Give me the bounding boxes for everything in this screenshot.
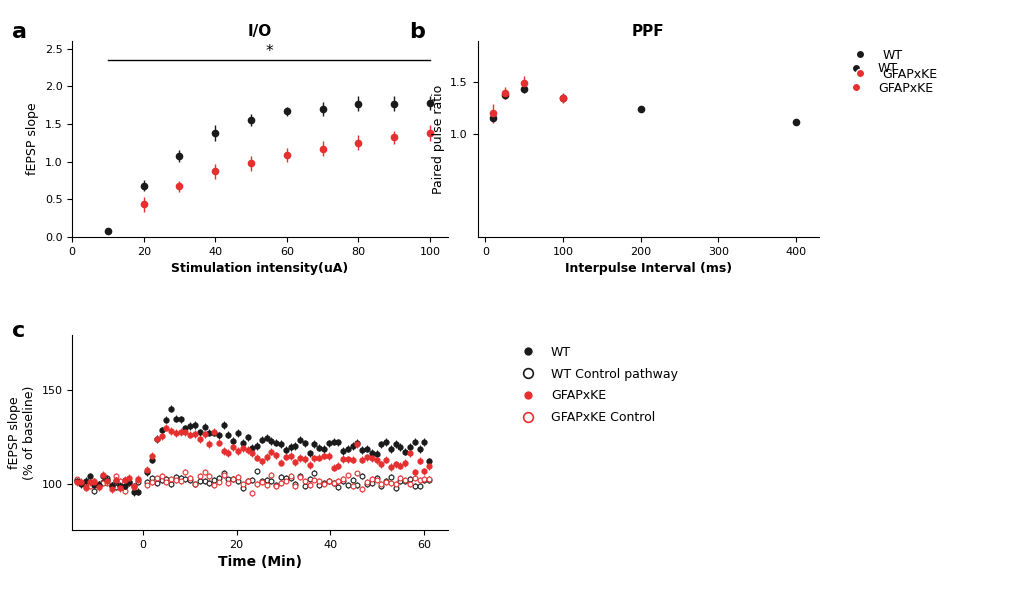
- X-axis label: Interpulse Interval (ms): Interpulse Interval (ms): [564, 262, 732, 275]
- Text: a: a: [12, 22, 27, 42]
- X-axis label: Stimulation intensity(uA): Stimulation intensity(uA): [171, 262, 348, 275]
- Title: I/O: I/O: [248, 24, 272, 39]
- Text: *: *: [265, 44, 273, 59]
- Text: c: c: [12, 321, 25, 341]
- Y-axis label: Paired pulse ratio: Paired pulse ratio: [432, 84, 445, 194]
- X-axis label: Time (Min): Time (Min): [218, 555, 302, 570]
- Legend: WT, WT Control pathway, GFAPxKE, GFAPxKE Control: WT, WT Control pathway, GFAPxKE, GFAPxKE…: [511, 341, 683, 429]
- Y-axis label: fEPSP slope: fEPSP slope: [26, 102, 39, 176]
- Legend: WT, GFAPxKE: WT, GFAPxKE: [843, 44, 942, 86]
- Legend: WT, GFAPxKE: WT, GFAPxKE: [838, 57, 938, 100]
- Title: PPF: PPF: [632, 24, 664, 39]
- Y-axis label: fEPSP slope
(% of baseline): fEPSP slope (% of baseline): [8, 385, 36, 479]
- Text: b: b: [409, 22, 425, 42]
